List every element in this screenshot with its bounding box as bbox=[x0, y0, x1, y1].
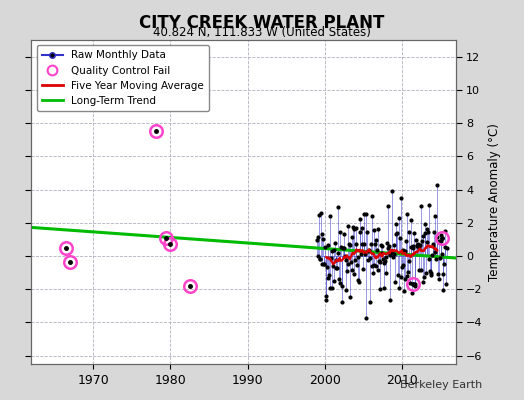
Text: 40.824 N, 111.833 W (United States): 40.824 N, 111.833 W (United States) bbox=[153, 26, 371, 39]
Text: Berkeley Earth: Berkeley Earth bbox=[400, 380, 482, 390]
Text: CITY CREEK WATER PLANT: CITY CREEK WATER PLANT bbox=[139, 14, 385, 32]
Legend: Raw Monthly Data, Quality Control Fail, Five Year Moving Average, Long-Term Tren: Raw Monthly Data, Quality Control Fail, … bbox=[37, 45, 209, 111]
Y-axis label: Temperature Anomaly (°C): Temperature Anomaly (°C) bbox=[488, 123, 501, 281]
